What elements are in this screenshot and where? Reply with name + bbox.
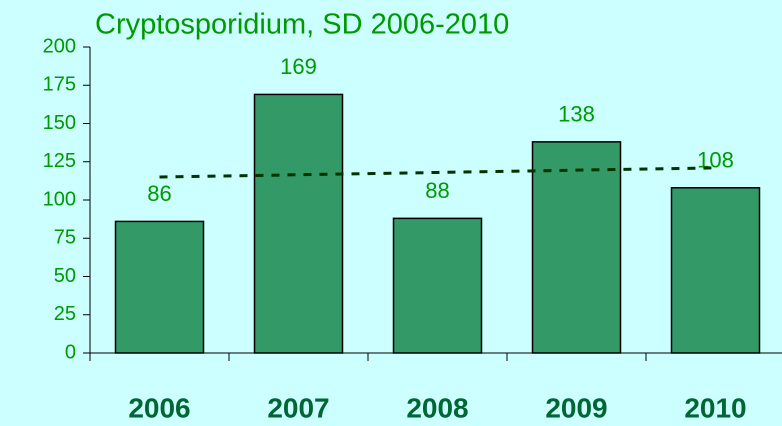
y-tick-label: 150 [43, 112, 76, 134]
y-tick-label: 125 [43, 150, 76, 172]
bar [253, 93, 344, 354]
y-tick-label: 200 [43, 35, 76, 57]
value-label: 86 [147, 181, 171, 206]
bar [114, 220, 205, 354]
x-tick-label: 2010 [684, 392, 746, 423]
x-tick-label: 2006 [128, 392, 190, 423]
bar [670, 187, 761, 354]
x-tick-label: 2008 [406, 392, 468, 423]
bar [531, 141, 622, 354]
value-label: 169 [280, 54, 317, 79]
value-label: 108 [697, 148, 734, 173]
y-tick-label: 50 [54, 265, 76, 287]
y-tick-label: 25 [54, 303, 76, 325]
trend-line [159, 166, 716, 179]
value-label: 88 [425, 178, 449, 203]
y-tick-label: 175 [43, 74, 76, 96]
x-tick-label: 2009 [545, 392, 607, 423]
chart-title: Cryptosporidium, SD 2006-2010 [95, 9, 509, 41]
value-label: 138 [558, 102, 595, 127]
x-tick-label: 2007 [267, 392, 329, 423]
y-tick-label: 75 [54, 227, 76, 249]
y-tick-label: 100 [43, 188, 76, 210]
bar [392, 217, 483, 354]
y-tick-label: 0 [65, 341, 76, 363]
